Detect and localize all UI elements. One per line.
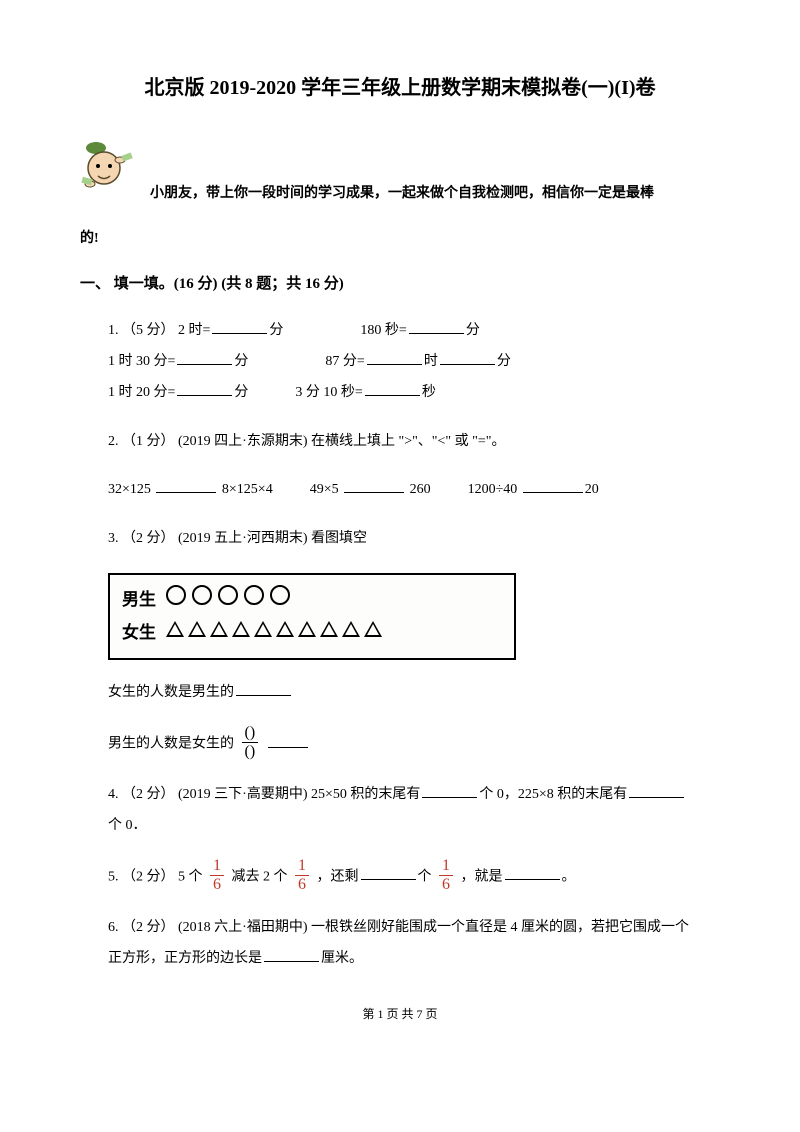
- frac-den: 6: [439, 876, 453, 893]
- blank[interactable]: [440, 350, 495, 365]
- q2-f: 20: [585, 482, 599, 497]
- blank[interactable]: [344, 478, 404, 493]
- q1-l2a: 1 时 30 分=: [108, 354, 175, 369]
- blank[interactable]: [505, 865, 560, 880]
- question-2: 2. （1 分） (2019 四上·东源期末) 在横线上填上 ">"、"<" 或…: [108, 427, 720, 458]
- intro-text: 小朋友，带上你一段时间的学习成果，一起来做个自我检测吧，相信你一定是最棒: [150, 181, 720, 206]
- blank[interactable]: [365, 381, 420, 396]
- q6-tail: 厘米。: [321, 951, 363, 966]
- frac-num: 1: [439, 858, 453, 876]
- frac-den: 6: [210, 876, 224, 893]
- unit: 分: [466, 323, 480, 338]
- question-3: 3. （2 分） (2019 五上·河西期末) 看图填空: [108, 524, 720, 555]
- q3-sub1-text: 女生的人数是男生的: [108, 685, 234, 700]
- blank[interactable]: [629, 783, 684, 798]
- blank[interactable]: [212, 319, 267, 334]
- frac-num: (): [242, 725, 259, 743]
- q4-mid: 个 0，225×8 积的末尾有: [479, 787, 627, 802]
- q4-lead: 4. （2 分） (2019 三下·高要期中) 25×50 积的末尾有: [108, 787, 420, 802]
- question-4: 4. （2 分） (2019 三下·高要期中) 25×50 积的末尾有 个 0，2…: [108, 780, 720, 842]
- q5-t3: 个: [418, 869, 436, 884]
- unit: 分: [234, 385, 248, 400]
- blank[interactable]: [367, 350, 422, 365]
- intro-tail: 的!: [80, 226, 720, 251]
- section-1-header: 一、 填一填。(16 分) (共 8 题；共 16 分): [80, 271, 720, 298]
- blank[interactable]: [523, 478, 583, 493]
- blank[interactable]: [264, 947, 319, 962]
- fraction-placeholder: () (): [242, 725, 259, 760]
- frac-num: 1: [210, 858, 224, 876]
- question-2-expr: 32×125 8×125×4 49×5 260 1200÷40 20: [108, 475, 720, 506]
- unit: 时: [424, 354, 438, 369]
- boy-shapes: [166, 585, 296, 616]
- fraction-icon: 16: [210, 858, 224, 893]
- q2-e: 1200÷40: [468, 482, 518, 497]
- q2-lead: 2. （1 分） (2019 四上·东源期末) 在横线上填上 ">"、"<" 或…: [108, 434, 505, 449]
- q2-c: 49×5: [310, 482, 339, 497]
- q2-a: 32×125: [108, 482, 151, 497]
- frac-den: 6: [295, 876, 309, 893]
- blank[interactable]: [177, 350, 232, 365]
- q3-girls-row: 女生: [122, 618, 502, 649]
- q1-l3a: 1 时 20 分=: [108, 385, 175, 400]
- blank[interactable]: [236, 681, 291, 696]
- blank[interactable]: [177, 381, 232, 396]
- girl-label: 女生: [122, 618, 156, 649]
- blank[interactable]: [361, 865, 416, 880]
- q5-t5: 。: [562, 869, 576, 884]
- frac-den: (): [242, 743, 259, 760]
- fraction-icon: 16: [439, 858, 453, 893]
- unit: 分: [269, 323, 283, 338]
- unit: 秒: [422, 385, 436, 400]
- q3-sub1: 女生的人数是男生的: [108, 678, 720, 709]
- unit: 分: [234, 354, 248, 369]
- fraction-icon: 16: [295, 858, 309, 893]
- question-1: 1. （5 分） 2 时= 分 180 秒= 分 1 时 30 分= 分 87 分= 时…: [108, 316, 720, 408]
- page-footer: 第 1 页 共 7 页: [80, 1004, 720, 1026]
- q2-d: 260: [410, 482, 431, 497]
- boy-label: 男生: [122, 585, 156, 616]
- question-6: 6. （2 分） (2018 六上·福田期中) 一根铁丝刚好能围成一个直径是 4…: [108, 913, 720, 975]
- unit: 分: [497, 354, 511, 369]
- q3-figure: 男生 女生: [108, 573, 516, 660]
- girl-shapes: [166, 619, 386, 648]
- q1-lead: 1. （5 分） 2 时=: [108, 323, 210, 338]
- q5-t2: ，还剩: [317, 869, 359, 884]
- blank[interactable]: [156, 478, 216, 493]
- q1-l3b: 3 分 10 秒=: [295, 385, 362, 400]
- page: 北京版 2019-2020 学年三年级上册数学期末模拟卷(一)(I)卷 小朋友，…: [0, 0, 800, 1056]
- q1-l2b: 87 分=: [325, 354, 364, 369]
- q6-line2: 正方形，正方形的边长是: [108, 951, 262, 966]
- page-title: 北京版 2019-2020 学年三年级上册数学期末模拟卷(一)(I)卷: [80, 70, 720, 106]
- frac-num: 1: [295, 858, 309, 876]
- q3-boys-row: 男生: [122, 585, 502, 616]
- intro-row: 小朋友，带上你一段时间的学习成果，一起来做个自我检测吧，相信你一定是最棒: [80, 136, 720, 206]
- blank[interactable]: [268, 733, 308, 748]
- blank[interactable]: [409, 319, 464, 334]
- q3-lead: 3. （2 分） (2019 五上·河西期末) 看图填空: [108, 531, 367, 546]
- mascot-icon: [80, 136, 140, 206]
- q3-sub2-text: 男生的人数是女生的: [108, 737, 234, 752]
- blank[interactable]: [422, 783, 477, 798]
- q5-t1: 减去 2 个: [232, 869, 292, 884]
- q1-p2: 180 秒=: [360, 323, 406, 338]
- q4-tail: 个 0．: [108, 818, 147, 833]
- q5-t4: ，就是: [461, 869, 503, 884]
- question-5: 5. （2 分） 5 个 16 减去 2 个 16 ，还剩个 16 ，就是。: [108, 860, 720, 895]
- q3-sub2: 男生的人数是女生的 () (): [108, 727, 720, 762]
- q2-b: 8×125×4: [222, 482, 273, 497]
- q6-lead: 6. （2 分） (2018 六上·福田期中) 一根铁丝刚好能围成一个直径是 4…: [108, 920, 689, 935]
- q5-lead: 5. （2 分） 5 个: [108, 869, 203, 884]
